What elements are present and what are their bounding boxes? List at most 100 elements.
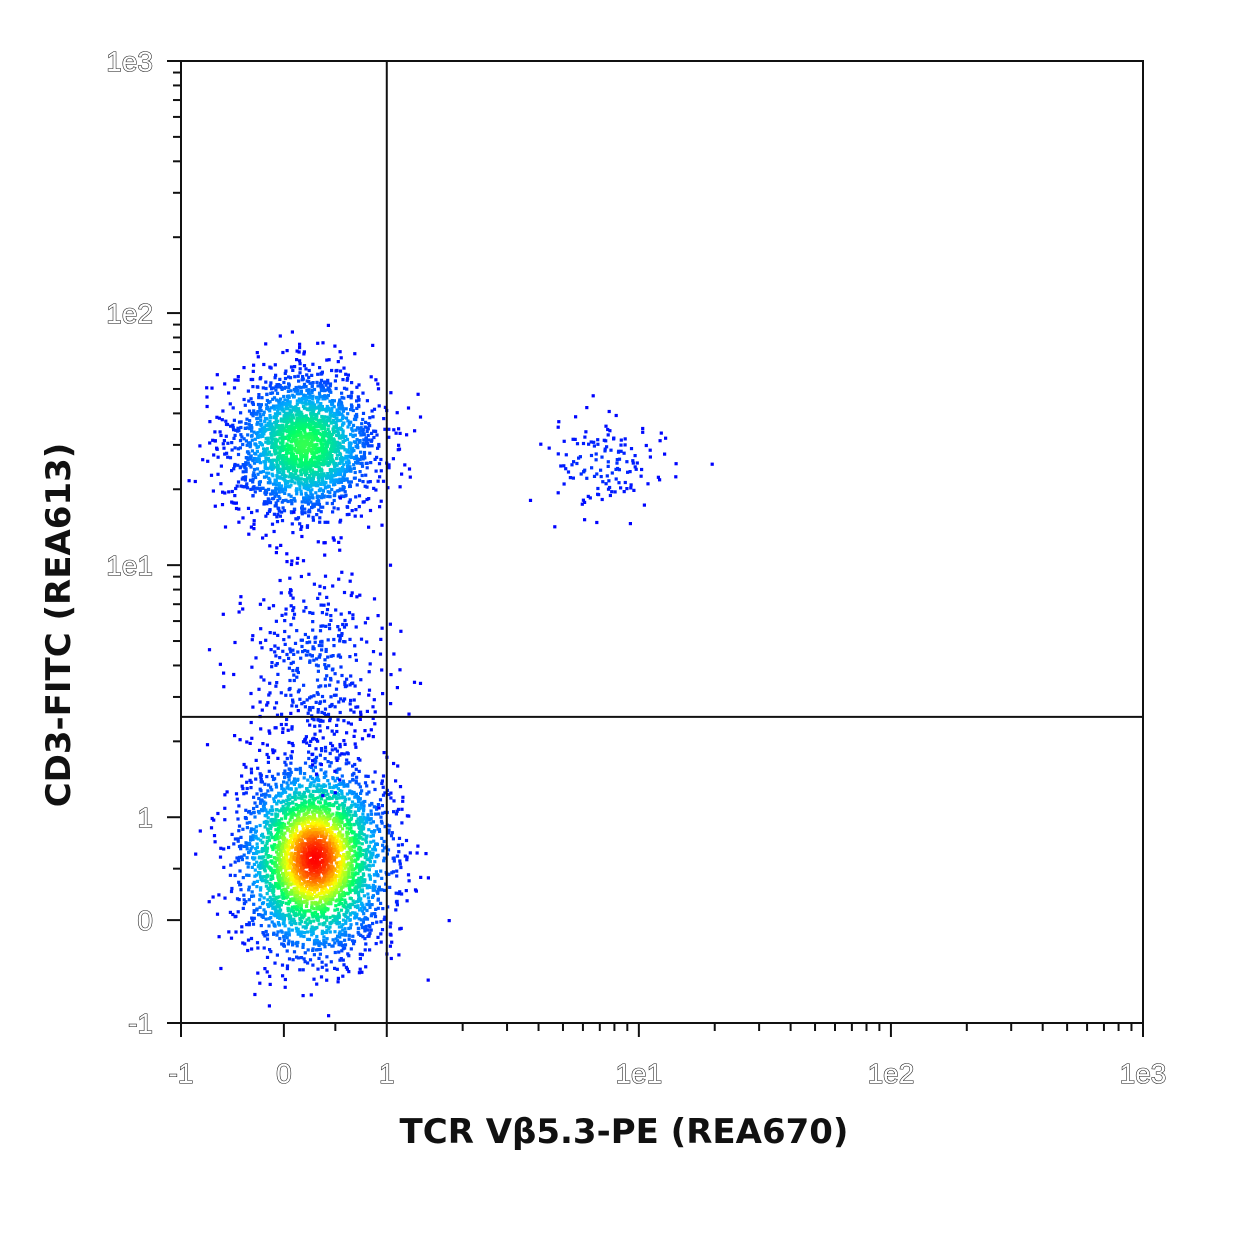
data-point <box>296 427 300 431</box>
data-point <box>294 421 298 425</box>
data-point <box>389 921 393 925</box>
data-point <box>300 438 304 442</box>
data-point <box>263 910 267 914</box>
data-point <box>298 863 302 867</box>
data-point <box>287 438 291 442</box>
data-point <box>296 932 300 936</box>
data-point <box>222 865 226 869</box>
data-point <box>370 856 374 860</box>
data-point <box>239 484 243 488</box>
data-point <box>275 419 279 423</box>
data-point <box>363 438 367 442</box>
data-point <box>256 971 260 975</box>
data-point <box>319 482 323 486</box>
data-point <box>381 793 386 797</box>
data-point <box>290 477 294 481</box>
data-point <box>273 407 277 411</box>
data-point <box>246 506 251 510</box>
data-point <box>293 507 297 511</box>
data-point <box>289 365 294 369</box>
data-point <box>251 459 255 463</box>
data-point <box>309 436 314 440</box>
data-point <box>314 926 318 930</box>
data-point <box>301 866 305 870</box>
data-point <box>339 434 343 438</box>
data-point <box>350 449 354 453</box>
data-point <box>256 420 260 425</box>
data-point <box>274 437 278 441</box>
data-point <box>317 391 322 395</box>
data-point <box>324 476 329 480</box>
data-point <box>298 522 302 526</box>
data-point <box>316 400 320 404</box>
data-point <box>310 803 314 807</box>
data-point <box>390 940 394 944</box>
data-point <box>294 901 298 905</box>
data-point <box>318 811 322 815</box>
data-point <box>275 383 279 387</box>
data-point <box>289 756 293 760</box>
data-point <box>277 481 281 486</box>
data-point <box>242 893 246 897</box>
data-point <box>360 909 365 913</box>
data-point <box>365 840 369 844</box>
data-point <box>305 453 309 457</box>
data-point <box>376 479 380 483</box>
data-point <box>213 430 217 434</box>
data-point <box>301 827 305 831</box>
data-point <box>249 767 253 771</box>
data-point <box>295 399 299 403</box>
data-point <box>248 443 253 447</box>
data-point <box>365 857 369 862</box>
data-point <box>348 791 352 795</box>
data-point <box>320 405 324 409</box>
data-point <box>251 894 256 898</box>
data-point <box>415 851 419 855</box>
data-point <box>255 842 259 846</box>
data-point <box>337 469 341 473</box>
data-point <box>319 402 323 406</box>
data-point <box>363 442 367 446</box>
data-point <box>281 468 285 472</box>
data-point <box>328 399 332 403</box>
data-point <box>351 888 355 892</box>
data-point <box>282 419 286 424</box>
data-point <box>299 443 303 447</box>
data-point <box>326 792 330 796</box>
data-point <box>317 411 321 415</box>
data-point <box>283 485 288 489</box>
data-point <box>271 847 275 852</box>
data-point <box>314 755 319 759</box>
data-point <box>349 396 353 400</box>
data-point <box>288 793 292 797</box>
data-point <box>313 765 317 769</box>
data-point <box>337 446 341 450</box>
data-point <box>365 439 369 443</box>
data-point <box>311 381 315 385</box>
data-point <box>332 462 336 466</box>
data-point <box>281 506 285 510</box>
data-point <box>231 426 235 430</box>
data-point <box>268 384 272 388</box>
data-point <box>314 445 318 449</box>
data-point <box>359 455 364 459</box>
data-point <box>296 854 300 858</box>
data-point <box>296 908 300 912</box>
data-point <box>264 514 268 518</box>
data-point <box>296 474 300 478</box>
data-point <box>292 438 296 443</box>
data-point <box>267 769 271 773</box>
data-point <box>329 761 333 765</box>
data-point <box>283 831 287 835</box>
data-point <box>289 781 293 785</box>
data-point <box>330 803 334 807</box>
data-point <box>292 469 296 473</box>
data-point <box>291 825 295 829</box>
data-point <box>345 835 349 840</box>
data-point <box>325 833 329 837</box>
data-point <box>355 437 359 442</box>
data-point <box>306 502 310 506</box>
data-point <box>341 429 345 433</box>
data-point <box>244 439 248 443</box>
data-point <box>352 879 356 883</box>
